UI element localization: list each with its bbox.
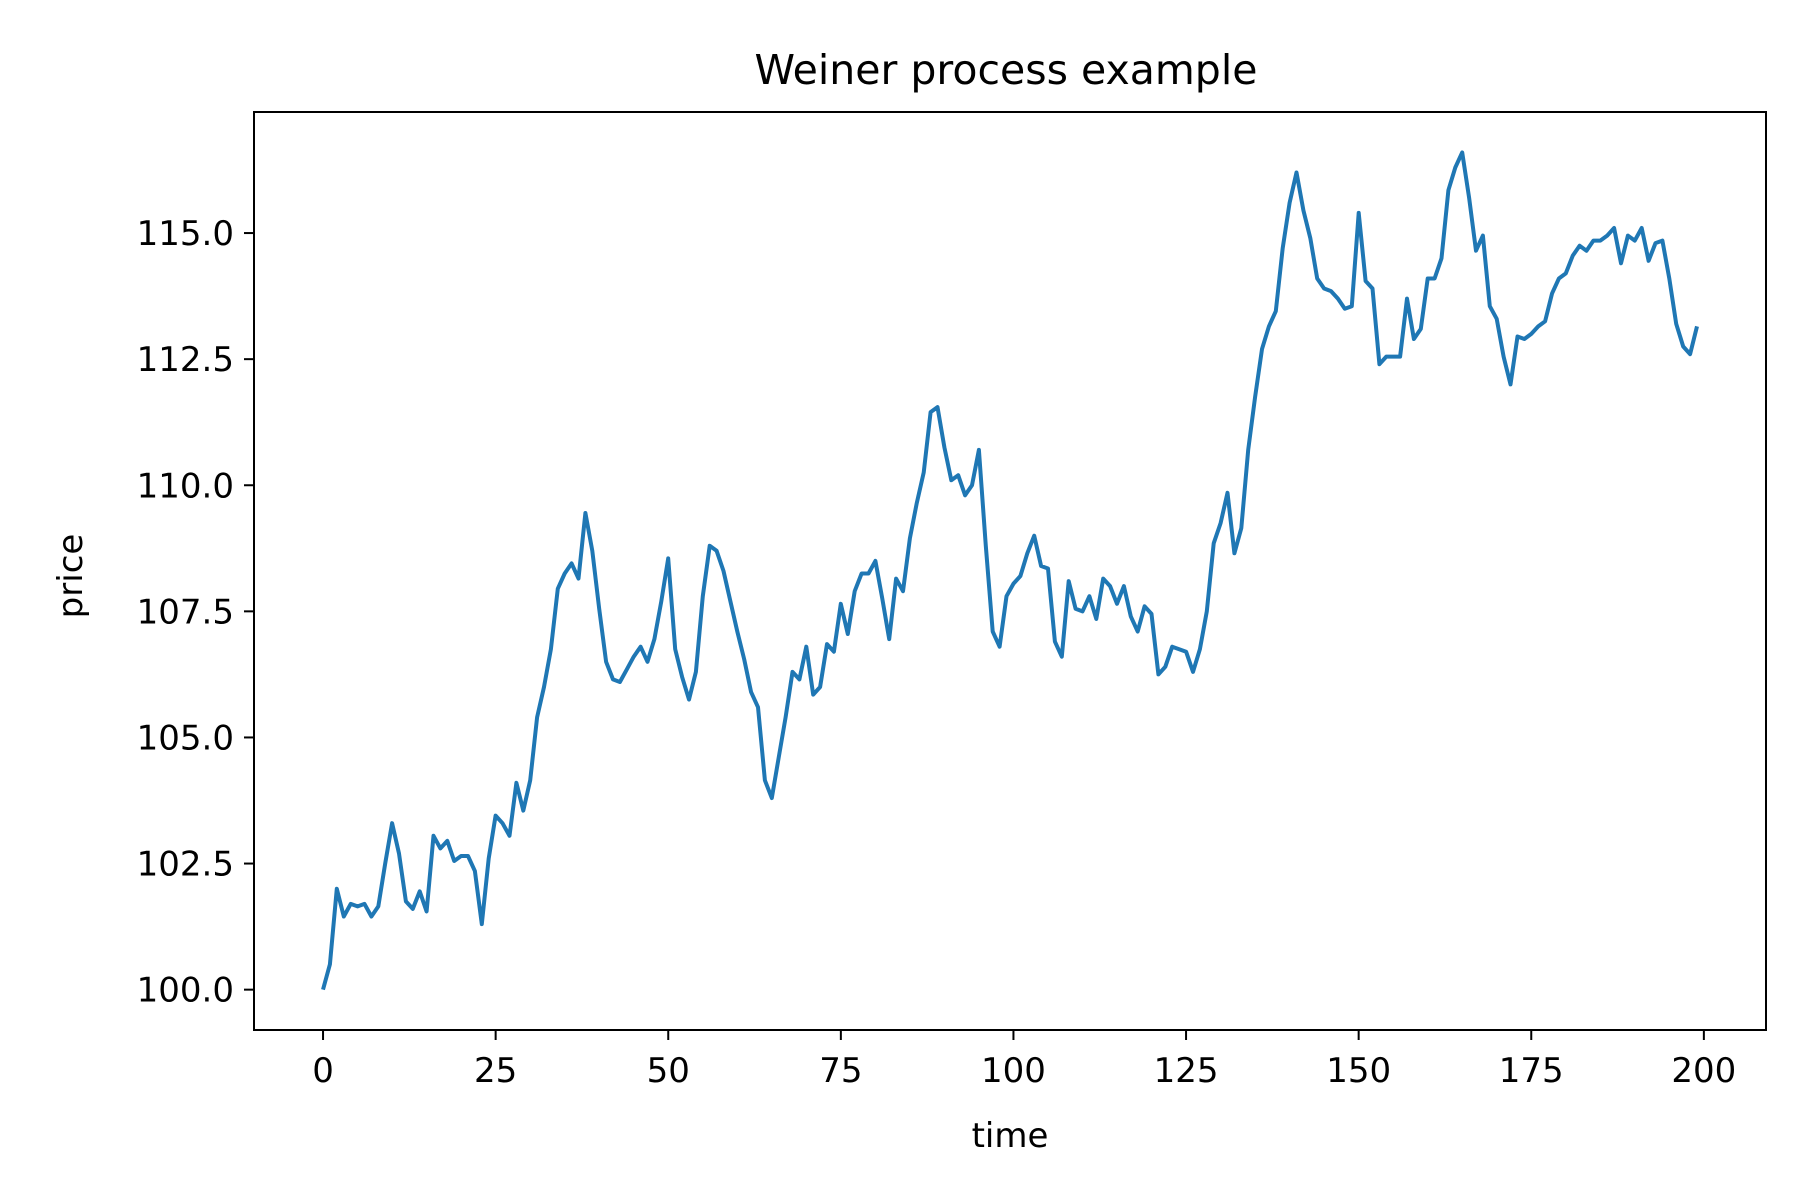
x-tick-label: 25 — [474, 1051, 517, 1091]
y-axis-label: price — [51, 534, 91, 619]
x-tick-label: 0 — [312, 1051, 334, 1091]
axes-frame — [253, 111, 1767, 1031]
x-tick-label: 175 — [1499, 1051, 1564, 1091]
y-tick-label: 107.5 — [137, 592, 234, 632]
y-tick-label: 112.5 — [137, 340, 234, 380]
y-tick-label: 105.0 — [137, 718, 234, 758]
chart-title: Weiner process example — [755, 46, 1258, 94]
x-tick-label: 50 — [647, 1051, 690, 1091]
y-tick-label: 100.0 — [137, 971, 234, 1011]
y-tick-label: 110.0 — [137, 466, 234, 506]
x-tick-label: 125 — [1154, 1051, 1219, 1091]
plot-area — [321, 150, 1699, 991]
series-line-0 — [321, 150, 1699, 991]
x-tick-label: 200 — [1671, 1051, 1736, 1091]
x-axis-label: time — [972, 1116, 1049, 1156]
x-tick-label: 75 — [819, 1051, 862, 1091]
y-axis: 100.0 102.5 105.0 107.5 110.0 112.5 115.0 — [137, 214, 254, 1011]
x-axis: 0 25 50 75 100 125 150 175 200 — [312, 1030, 1736, 1091]
x-tick-label: 150 — [1326, 1051, 1391, 1091]
y-tick-label: 102.5 — [137, 845, 234, 885]
x-tick-label: 100 — [981, 1051, 1046, 1091]
y-tick-label: 115.0 — [137, 214, 234, 254]
